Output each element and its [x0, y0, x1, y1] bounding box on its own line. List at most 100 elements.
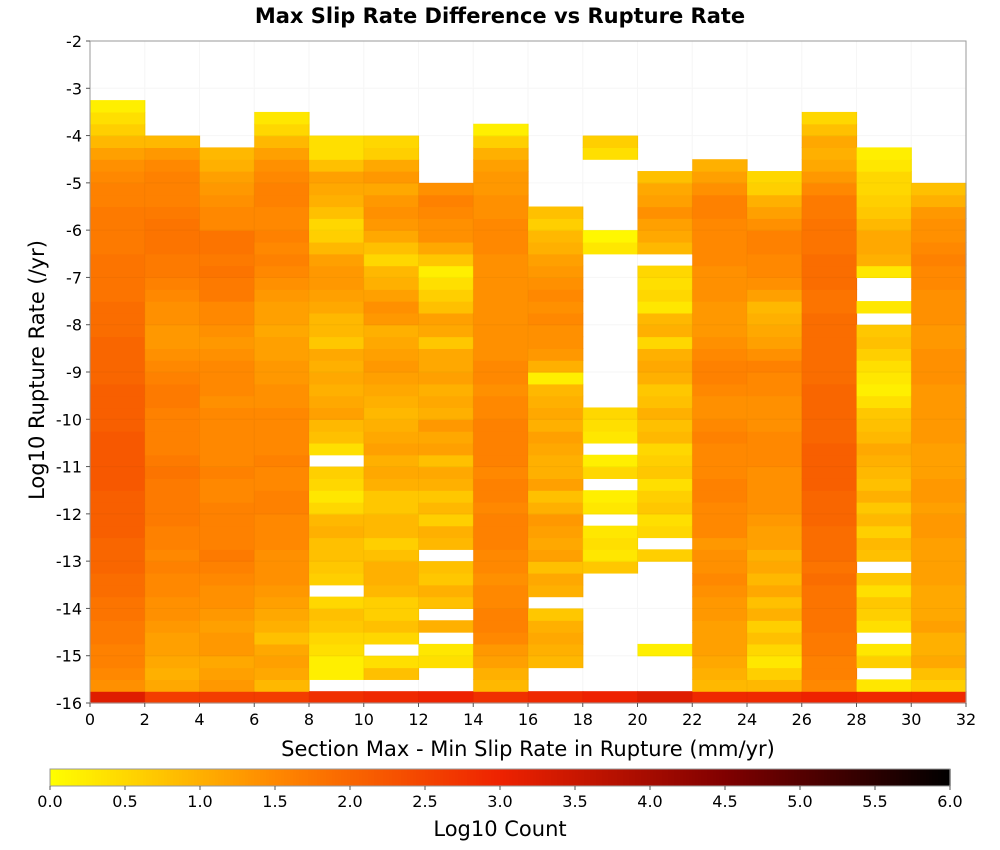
heatmap-cell — [254, 643, 310, 657]
heatmap-cell — [692, 643, 748, 657]
heatmap-cell — [692, 513, 748, 527]
colorbar-swatch — [707, 769, 711, 786]
heatmap-cell — [90, 253, 146, 267]
heatmap-cell — [801, 206, 858, 219]
heatmap-cell — [911, 253, 967, 267]
y-tick-label: -15 — [56, 647, 82, 666]
heatmap-cell — [199, 502, 255, 515]
y-tick-label: -14 — [56, 599, 82, 618]
heatmap-cell — [637, 348, 693, 361]
heatmap-cell — [528, 490, 584, 503]
x-tick-label: 18 — [573, 710, 593, 729]
heatmap-cell — [747, 572, 803, 586]
heatmap-cell — [528, 395, 584, 409]
heatmap-cell — [418, 265, 474, 279]
heatmap-cell — [856, 572, 912, 586]
colorbar-swatch — [455, 769, 459, 786]
heatmap-cell — [801, 679, 858, 692]
colorbar-swatch — [491, 769, 495, 786]
heatmap-cell — [856, 159, 912, 172]
heatmap-cell — [911, 301, 967, 314]
heatmap-cell — [856, 182, 912, 196]
colorbar-swatch — [350, 769, 354, 786]
colorbar-swatch — [872, 769, 876, 786]
heatmap-cell — [144, 667, 201, 680]
heatmap-cell — [528, 312, 584, 326]
heatmap-cell — [911, 454, 967, 468]
heatmap-cell — [528, 431, 584, 444]
heatmap-cell — [363, 667, 420, 680]
heatmap-cell — [254, 194, 310, 208]
heatmap-cell — [856, 218, 912, 231]
heatmap-cell — [582, 407, 639, 420]
heatmap-cell — [692, 253, 748, 267]
heatmap-cell — [911, 230, 967, 243]
x-tick-label: 32 — [956, 710, 976, 729]
heatmap-cell — [90, 182, 146, 196]
x-tick-label: 10 — [354, 710, 374, 729]
heatmap-cell — [309, 513, 365, 527]
heatmap-cell — [801, 241, 858, 255]
heatmap-cell — [637, 301, 693, 314]
colorbar-swatch — [269, 769, 273, 786]
colorbar-swatch — [152, 769, 156, 786]
colorbar-swatch — [221, 769, 225, 786]
heatmap-cell — [254, 206, 310, 219]
heatmap-cell — [473, 643, 529, 657]
heatmap-cell — [418, 596, 474, 610]
colorbar-swatch — [542, 769, 546, 786]
heatmap-cell — [637, 336, 693, 349]
colorbar-swatch — [710, 769, 714, 786]
colorbar-swatch — [95, 769, 99, 786]
colorbar-swatch — [836, 769, 840, 786]
heatmap-cell — [801, 336, 858, 349]
colorbar-swatch — [461, 769, 465, 786]
heatmap-cell — [473, 265, 529, 279]
heatmap-cell — [856, 502, 912, 515]
heatmap-cell — [473, 360, 529, 373]
heatmap-cell — [363, 513, 420, 527]
heatmap-cell — [528, 241, 584, 255]
heatmap-cell — [254, 561, 310, 574]
colorbar-swatch — [659, 769, 663, 786]
x-tick-label: 20 — [627, 710, 647, 729]
heatmap-cell — [747, 395, 803, 409]
colorbar-swatch — [218, 769, 222, 786]
heatmap-cell — [637, 312, 693, 326]
heatmap-cell — [747, 667, 803, 680]
heatmap-cell — [692, 620, 748, 633]
heatmap-cell — [801, 419, 858, 432]
heatmap-cell — [747, 301, 803, 314]
heatmap-cell — [309, 667, 365, 680]
heatmap-cell — [90, 596, 146, 610]
colorbar-swatch — [317, 769, 321, 786]
heatmap-cell — [90, 442, 146, 456]
colorbar-tick-label: 1.5 — [262, 792, 287, 811]
colorbar-swatch — [695, 769, 699, 786]
colorbar-swatch — [926, 769, 930, 786]
heatmap-cell — [637, 466, 693, 479]
colorbar-swatch — [203, 769, 207, 786]
heatmap-cell — [801, 218, 858, 231]
heatmap-cell — [801, 312, 858, 326]
heatmap-cell — [363, 312, 420, 326]
heatmap-cell — [801, 194, 858, 208]
colorbar-swatch — [791, 769, 795, 786]
heatmap-cell — [199, 301, 255, 314]
heatmap-cell — [801, 171, 858, 184]
heatmap-cell — [747, 537, 803, 550]
heatmap-cell — [692, 265, 748, 279]
heatmap-cell — [144, 171, 201, 184]
heatmap-cell — [911, 537, 967, 550]
colorbar-swatch — [539, 769, 543, 786]
heatmap-cell — [199, 182, 255, 196]
heatmap-cell — [254, 407, 310, 420]
colorbar-swatch — [524, 769, 528, 786]
heatmap-cell — [90, 549, 146, 562]
heatmap-cell — [692, 383, 748, 397]
heatmap-cell — [692, 241, 748, 255]
heatmap-cell — [637, 502, 693, 515]
colorbar-swatch — [383, 769, 387, 786]
colorbar-swatch — [125, 769, 129, 786]
colorbar-swatch — [698, 769, 702, 786]
